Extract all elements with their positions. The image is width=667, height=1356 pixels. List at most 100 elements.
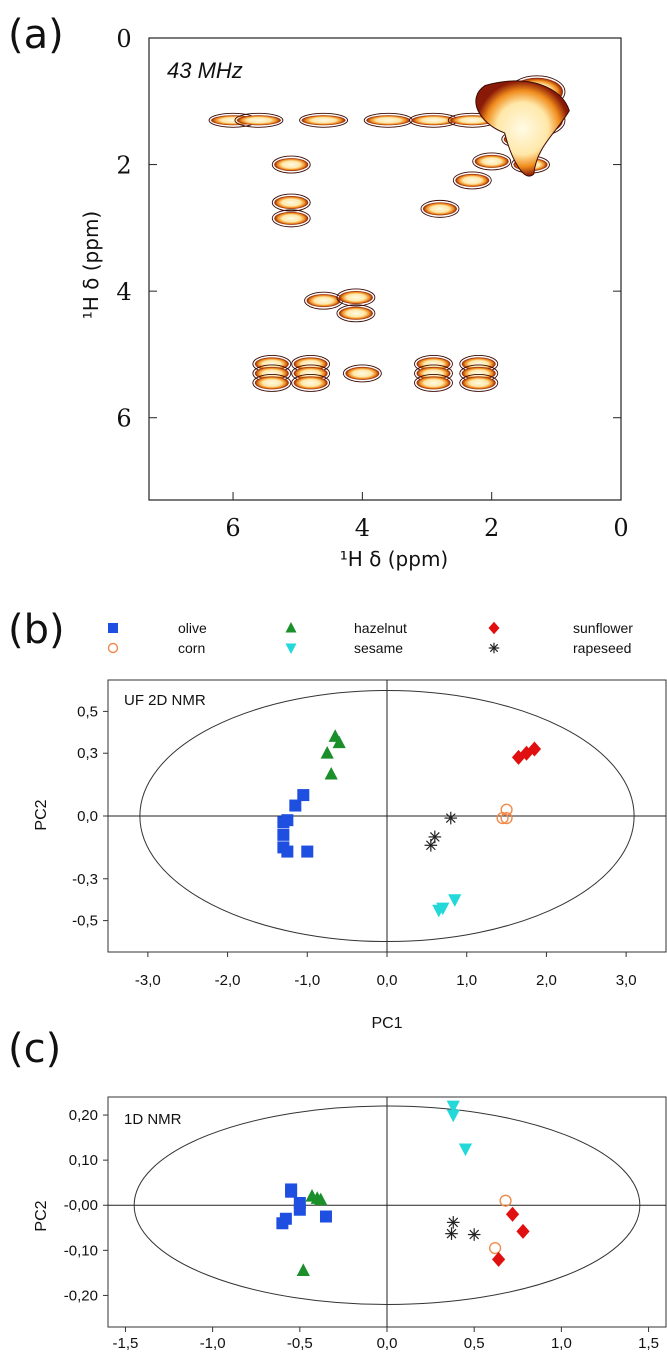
nmr-peak — [472, 152, 512, 171]
panel-a-y-label: ¹H δ (ppm) — [79, 211, 103, 320]
legend-marker-sunflower — [488, 621, 500, 635]
data-point-sesame — [432, 904, 446, 918]
legend-label-rapeseed: rapeseed — [573, 640, 631, 656]
data-point-hazelnut — [296, 1263, 310, 1277]
legend-label-olive: olive — [178, 620, 207, 636]
data-point-rapeseed — [444, 811, 458, 825]
data-point-sunflower — [505, 1206, 520, 1222]
nmr-peak — [336, 304, 376, 323]
legend-label-sesame: sesame — [354, 640, 403, 656]
x-tick-label: -1,5 — [113, 1335, 139, 1352]
panel-b-pca-uf2d: -3,0 -2,0 -1,0 0,0 1,0 2,0 3,0 0,5 0,3 0,0 -0,3 -0,… — [33, 679, 667, 1032]
panel-label-a: (a) — [8, 12, 64, 58]
x-tick-label: 1,0 — [456, 972, 477, 989]
data-point-sunflower — [492, 1251, 506, 1267]
legend-label-hazelnut: hazelnut — [354, 620, 407, 636]
nmr-peak — [299, 112, 349, 128]
panel-label-c: (c) — [8, 1026, 61, 1072]
panel-b-annotation: UF 2D NMR — [124, 692, 206, 709]
panel-b-x-label: PC1 — [371, 1015, 402, 1032]
panel-a-y-tick-label: 0 — [116, 25, 131, 53]
nmr-peak — [271, 193, 311, 212]
confidence-ellipse — [139, 689, 635, 943]
x-tick-label: -0,5 — [287, 1335, 313, 1352]
data-point-olive — [289, 799, 302, 812]
nmr-peak — [304, 291, 344, 310]
x-tick-label: 1,0 — [551, 1335, 572, 1352]
panel-a-x-tick-label: 0 — [613, 514, 628, 542]
panel-a-nmr-spectrum: 6 4 2 0 0 2 4 6 43 MHz ¹H δ (ppm) ¹H δ (ppm) — [79, 25, 629, 571]
y-tick-label: -0,3 — [72, 871, 98, 888]
nmr-peak — [414, 373, 453, 392]
x-tick-label: 0,5 — [464, 1335, 485, 1352]
nmr-peak — [252, 373, 292, 392]
panel-c-plot-area: -1,5 -1,0 -0,5 0,0 0,5 1,0 1,5 0,20 0,10 -0,00 -0,… — [64, 1097, 666, 1352]
data-point-sesame — [458, 1143, 473, 1157]
panel-label-b: (b) — [8, 607, 65, 653]
data-point-olive — [281, 814, 294, 827]
panel-a-x-tick-label: 4 — [355, 514, 370, 542]
x-tick-label: -1,0 — [294, 972, 320, 989]
panel-a-annotation: 43 MHz — [167, 58, 243, 83]
x-tick-label: -1,0 — [200, 1335, 226, 1352]
x-tick-label: -2,0 — [215, 972, 241, 989]
y-tick-label: 0,5 — [77, 703, 98, 720]
legend-marker-rapeseed — [488, 642, 500, 654]
nmr-peak — [234, 112, 284, 128]
confidence-ellipse — [133, 1105, 641, 1305]
nmr-peak — [363, 112, 413, 128]
legend-item-corn: corn — [107, 640, 205, 656]
data-point-sunflower — [516, 1223, 530, 1239]
x-tick-label: 2,0 — [536, 972, 557, 989]
data-point-hazelnut — [320, 746, 334, 759]
legend: olive corn hazelnut sesame sunflower rapeseed — [107, 620, 633, 656]
y-tick-label: 0,10 — [69, 1152, 98, 1169]
legend-item-sunflower: sunflower — [488, 620, 633, 636]
panel-a-x-tick-label: 2 — [484, 514, 499, 542]
panel-c-y-label: PC2 — [33, 1200, 50, 1231]
data-point-sesame — [446, 1109, 460, 1123]
data-point-sesame — [448, 894, 462, 907]
nmr-peak — [291, 373, 331, 392]
data-point-olive — [297, 789, 310, 802]
y-tick-label: -0,5 — [72, 913, 98, 930]
nmr-peak — [336, 288, 376, 307]
legend-marker-sesame — [285, 643, 297, 654]
nmr-peak — [420, 199, 460, 218]
legend-item-hazelnut: hazelnut — [285, 620, 407, 636]
data-point-olive — [319, 1210, 332, 1223]
data-point-corn — [500, 811, 513, 825]
panel-a-peaks — [208, 75, 570, 392]
data-point-corn — [496, 811, 509, 825]
nmr-peak — [452, 171, 492, 190]
data-point-rapeseed — [445, 1227, 458, 1240]
legend-item-rapeseed: rapeseed — [488, 640, 631, 656]
nmr-peak — [342, 364, 382, 383]
y-tick-label: -0,00 — [64, 1197, 98, 1214]
data-point-rapeseed — [467, 1228, 481, 1241]
panel-a-y-tick-label: 2 — [116, 152, 131, 180]
data-point-olive — [277, 828, 290, 841]
data-point-olive — [279, 1212, 292, 1225]
data-point-sunflower — [527, 741, 542, 757]
x-tick-label: 0,0 — [377, 1335, 398, 1352]
panel-b-y-label: PC2 — [33, 799, 50, 830]
legend-marker-corn — [107, 642, 119, 654]
x-tick-label: -3,0 — [135, 972, 161, 989]
panel-b-plot-area: -3,0 -2,0 -1,0 0,0 1,0 2,0 3,0 0,5 0,3 0,0 -0,3 -0,… — [72, 680, 666, 989]
nmr-peak — [459, 373, 499, 392]
data-point-corn — [489, 1241, 502, 1255]
nmr-peak — [271, 209, 311, 228]
data-point-hazelnut — [324, 766, 338, 780]
y-tick-label: 0,0 — [77, 808, 98, 825]
y-tick-label: 0,20 — [69, 1107, 98, 1124]
data-point-rapeseed — [446, 1216, 460, 1229]
y-tick-label: 0,3 — [77, 745, 98, 762]
data-point-sunflower — [511, 749, 526, 765]
panel-a-x-label: ¹H δ (ppm) — [340, 547, 449, 571]
x-tick-label: 0,0 — [377, 972, 398, 989]
panel-c-annotation: 1D NMR — [124, 1111, 182, 1128]
x-tick-label: 3,0 — [616, 972, 637, 989]
panel-a-y-tick-label: 6 — [116, 405, 131, 433]
